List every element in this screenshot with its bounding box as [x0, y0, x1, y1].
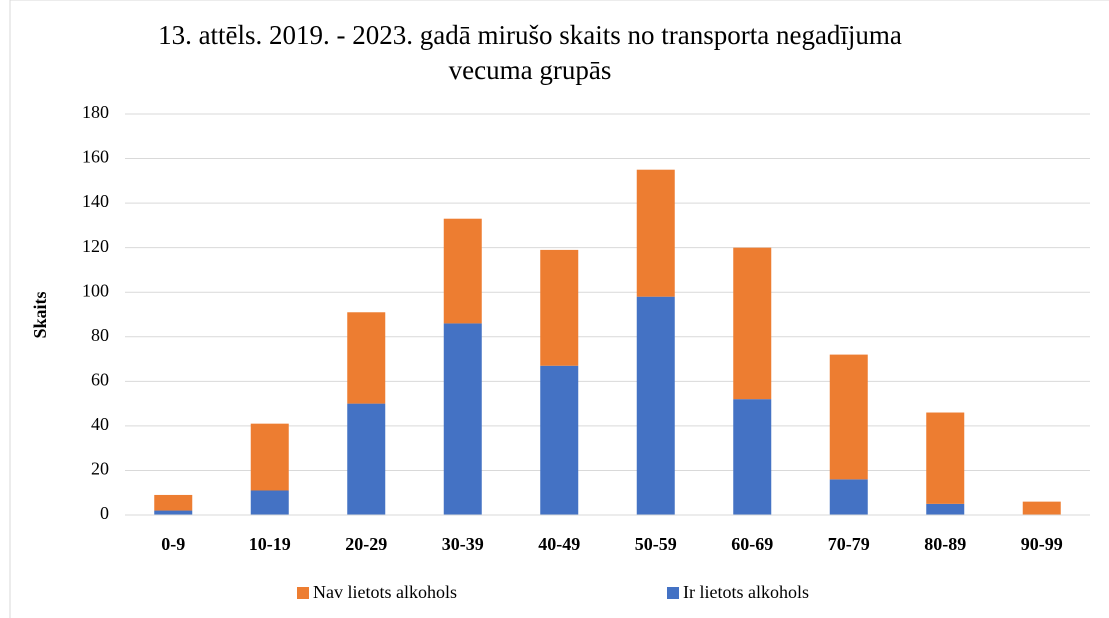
bar-segment: [443, 323, 482, 515]
bar-segment: [154, 510, 193, 515]
bar-segment: [250, 423, 289, 491]
bar-segment: [926, 412, 965, 504]
x-tick-label: 90-99: [1021, 534, 1063, 554]
bar-segment: [733, 247, 772, 400]
x-tick-label: 30-39: [442, 534, 484, 554]
y-tick-label: 20: [91, 459, 109, 479]
bar-segment: [154, 494, 193, 511]
y-tick-label: 180: [82, 102, 109, 122]
bar-segment: [347, 312, 386, 404]
y-tick-label: 160: [82, 147, 109, 167]
bar-segment: [347, 403, 386, 515]
x-tick-label: 10-19: [249, 534, 291, 554]
bar-segment: [926, 503, 965, 515]
y-tick-label: 120: [82, 236, 109, 256]
y-tick-label: 40: [91, 414, 109, 434]
y-axis-label: Skaits: [30, 291, 50, 338]
chart-title: 13. attēls. 2019. - 2023. gadā mirušo sk…: [158, 20, 902, 85]
bar-segment: [829, 354, 868, 480]
x-tick-label: 70-79: [828, 534, 870, 554]
legend-label: Ir lietots alkohols: [683, 582, 809, 602]
x-tick-label: 40-49: [538, 534, 580, 554]
bar-segment: [443, 218, 482, 324]
bar-segment: [733, 399, 772, 515]
y-tick-label: 140: [82, 191, 109, 211]
legend-label: Nav lietots alkohols: [313, 582, 457, 602]
y-tick-label: 80: [91, 325, 109, 345]
legend-swatch: [297, 587, 309, 599]
x-tick-label: 80-89: [924, 534, 966, 554]
y-tick-label: 0: [100, 503, 109, 523]
x-tick-label: 20-29: [345, 534, 387, 554]
x-tick-label: 0-9: [161, 534, 185, 554]
x-tick-label: 50-59: [635, 534, 677, 554]
bar-segment: [636, 296, 675, 515]
x-tick-label: 60-69: [731, 534, 773, 554]
bar-segment: [250, 490, 289, 515]
bar-segment: [1022, 501, 1061, 515]
bar-segment: [636, 169, 675, 297]
bar-segment: [540, 365, 579, 515]
legend-swatch: [667, 587, 679, 599]
bar-segment: [540, 249, 579, 366]
bar-segment: [829, 479, 868, 515]
y-tick-label: 60: [91, 369, 109, 389]
y-tick-label: 100: [82, 280, 109, 300]
chart-frame: [9, 0, 1109, 618]
